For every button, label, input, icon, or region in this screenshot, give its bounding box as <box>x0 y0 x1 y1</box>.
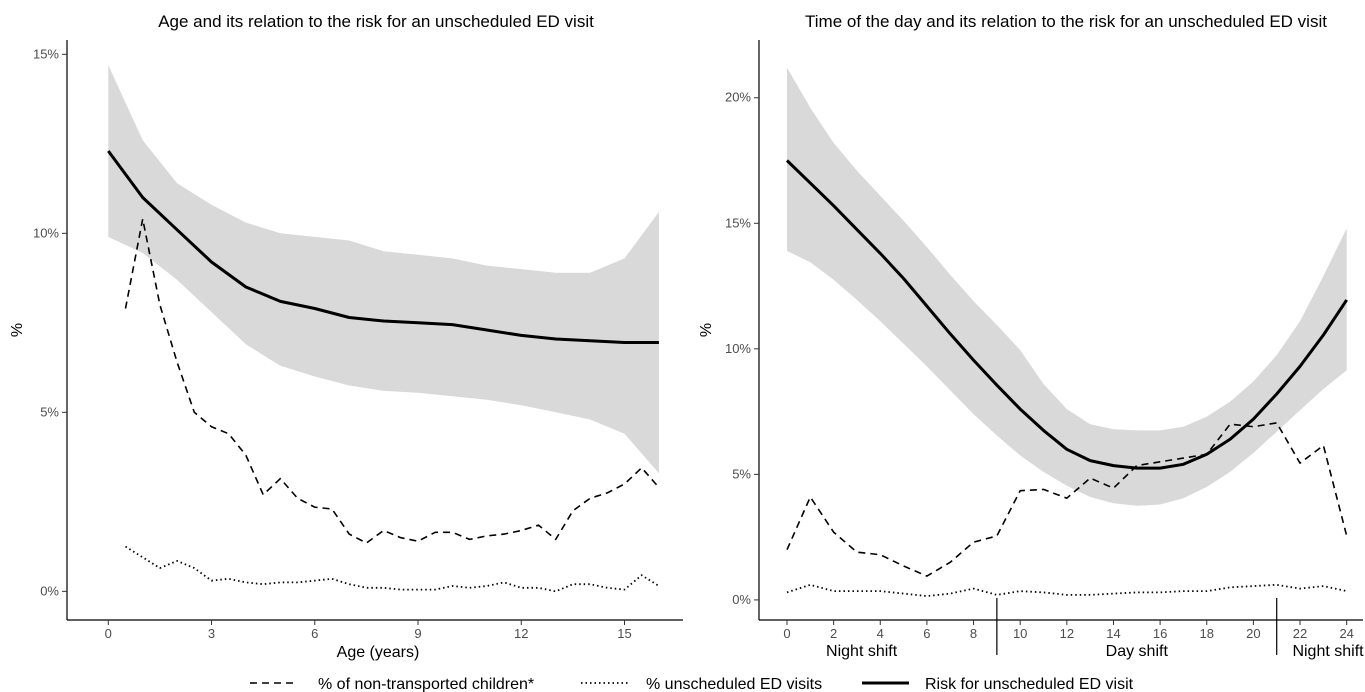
age-y-axis-label: % <box>9 323 26 337</box>
time-x-tick-label: 20 <box>1246 626 1260 641</box>
legend-label-unscheduled: % unscheduled ED visits <box>646 676 822 692</box>
age-chart-title: Age and its relation to the risk for an … <box>158 12 594 31</box>
age-x-tick-label: 9 <box>414 626 421 641</box>
shift-label: Night shift <box>1292 643 1364 660</box>
time-x-tick-label: 2 <box>830 626 837 641</box>
age-y-tick-label: 5% <box>40 404 59 419</box>
time-x-tick-label: 18 <box>1200 626 1214 641</box>
time-y-axis-label: % <box>698 323 715 337</box>
time-x-tick-label: 10 <box>1013 626 1027 641</box>
age-x-tick-label: 0 <box>105 626 112 641</box>
time-x-tick-label: 16 <box>1153 626 1167 641</box>
shift-label: Day shift <box>1106 643 1169 660</box>
time-x-tick-label: 6 <box>923 626 930 641</box>
age-line-dotted <box>125 545 660 593</box>
time-y-tick-label: 10% <box>725 341 751 356</box>
time-line-solid <box>785 159 1348 470</box>
shift-label: Night shift <box>826 643 898 660</box>
time-y-tick-label: 20% <box>725 90 751 105</box>
age-y-tick-label: 0% <box>40 583 59 598</box>
age-line-dashed <box>124 218 660 544</box>
time-confidence-band <box>787 67 1347 506</box>
time-x-tick-label: 0 <box>783 626 790 641</box>
time-panel: Time of the day and its relation to the … <box>698 12 1364 660</box>
age-x-tick-label: 6 <box>311 626 318 641</box>
age-x-tick-label: 12 <box>514 626 528 641</box>
age-line-solid <box>107 150 659 344</box>
legend: % of non-transported children* % unsched… <box>250 676 1134 692</box>
time-y-tick-label: 5% <box>732 466 751 481</box>
time-line-dashed <box>786 422 1348 577</box>
time-y-tick-label: 0% <box>732 592 751 607</box>
time-line-dotted <box>786 583 1347 597</box>
time-y-tick-label: 15% <box>725 215 751 230</box>
legend-label-non-transported: % of non-transported children* <box>318 676 534 692</box>
time-chart-title: Time of the day and its relation to the … <box>805 12 1327 31</box>
time-x-tick-label: 12 <box>1060 626 1074 641</box>
time-x-tick-label: 14 <box>1106 626 1120 641</box>
age-y-tick-label: 15% <box>33 46 59 61</box>
age-y-tick-label: 10% <box>33 225 59 240</box>
time-x-tick-label: 24 <box>1339 626 1353 641</box>
legend-label-risk: Risk for unscheduled ED visit <box>925 676 1134 692</box>
time-x-tick-label: 22 <box>1293 626 1307 641</box>
age-panel: Age and its relation to the risk for an … <box>9 12 683 661</box>
age-x-tick-label: 3 <box>208 626 215 641</box>
time-x-tick-label: 8 <box>970 626 977 641</box>
age-confidence-band <box>108 65 659 474</box>
time-x-tick-label: 4 <box>877 626 884 641</box>
age-x-tick-label: 15 <box>617 626 631 641</box>
age-x-axis-label: Age (years) <box>337 644 420 661</box>
